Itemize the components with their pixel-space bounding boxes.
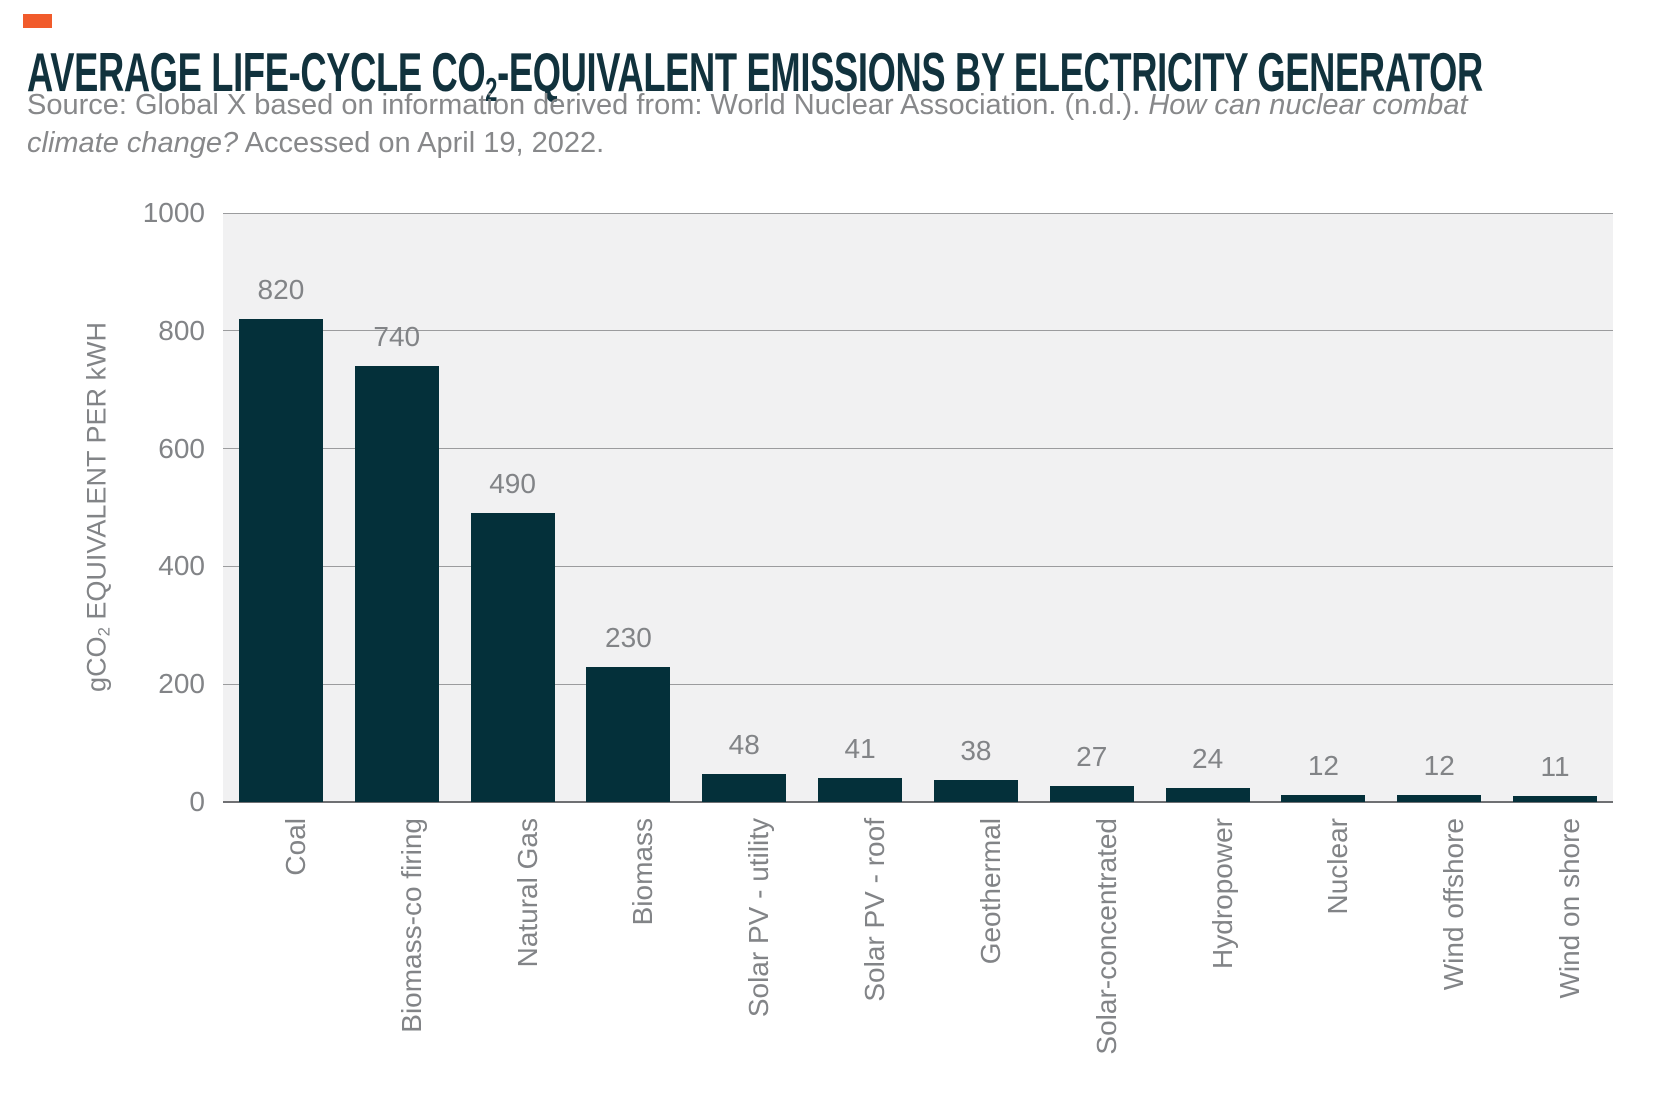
bar bbox=[1397, 794, 1482, 802]
bar-value-label: 38 bbox=[960, 734, 992, 766]
bar bbox=[238, 319, 323, 802]
bar bbox=[1049, 786, 1134, 802]
gridline bbox=[223, 448, 1613, 450]
y-tick-label: 600 bbox=[158, 432, 205, 464]
chart-title: AVERAGE LIFE-CYCLE CO2-EQUIVALENT EMISSI… bbox=[27, 41, 1483, 106]
chart-title-text-end: -EQUIVALENT EMISSIONS BY ELECTRICITY GEN… bbox=[497, 41, 1483, 103]
bar bbox=[586, 666, 671, 802]
source-line1-italic: How can nuclear combat bbox=[1148, 89, 1468, 121]
bar-value-label: 230 bbox=[605, 621, 652, 653]
x-category-label: Coal bbox=[279, 818, 311, 876]
gridline bbox=[223, 565, 1613, 567]
bar-value-label: 27 bbox=[1076, 741, 1108, 773]
plot-area bbox=[223, 213, 1613, 802]
x-category-label: Biomass bbox=[627, 818, 659, 926]
y-axis-title: gCO2 EQUIVALENT PER kWH bbox=[82, 322, 114, 692]
bar bbox=[1281, 794, 1366, 802]
x-category-label: Natural Gas bbox=[511, 818, 543, 968]
bar-value-label: 48 bbox=[728, 728, 760, 760]
bar bbox=[818, 777, 903, 802]
bar-value-label: 490 bbox=[489, 468, 536, 500]
bar-value-label: 41 bbox=[844, 732, 876, 764]
y-tick-label: 1000 bbox=[142, 197, 205, 228]
bar bbox=[470, 513, 555, 802]
chart-title-text: AVERAGE LIFE-CYCLE CO bbox=[27, 41, 486, 103]
y-tick-label: 0 bbox=[189, 786, 205, 817]
bar bbox=[1513, 795, 1598, 802]
bar bbox=[354, 366, 439, 802]
x-category-label: Nuclear bbox=[1322, 818, 1354, 915]
bar-value-label: 740 bbox=[373, 321, 421, 353]
bar-value-label: 24 bbox=[1192, 742, 1224, 774]
x-axis-line bbox=[223, 801, 1613, 803]
y-tick-label: 400 bbox=[158, 550, 205, 582]
y-axis-title-subscript: 2 bbox=[94, 627, 114, 637]
x-category-label: Hydropower bbox=[1206, 818, 1238, 969]
bar-value-label: 11 bbox=[1540, 750, 1570, 782]
x-category-label: Wind offshore bbox=[1438, 818, 1470, 991]
bar bbox=[1165, 787, 1250, 802]
bar-value-label: 820 bbox=[257, 274, 305, 306]
gridline bbox=[223, 330, 1613, 332]
source-line2-italic: climate change? bbox=[27, 127, 239, 159]
x-category-label: Wind on shore bbox=[1554, 818, 1586, 999]
chart-title-subscript: 2 bbox=[485, 70, 498, 108]
x-category-label: Solar PV - roof bbox=[859, 818, 891, 1002]
x-category-label: Solar-concentrated bbox=[1090, 818, 1122, 1055]
brand-dash bbox=[23, 14, 52, 28]
x-category-label: Biomass-co firing bbox=[395, 818, 427, 1033]
source-line1-regular: Source: Global X based on information de… bbox=[27, 89, 1149, 121]
gridline bbox=[223, 212, 1613, 214]
x-category-label: Solar PV - utility bbox=[743, 818, 775, 1018]
bar-value-label: 12 bbox=[1423, 749, 1455, 781]
source-line2-regular: Accessed on April 19, 2022. bbox=[238, 127, 605, 159]
y-tick-label: 800 bbox=[158, 314, 205, 346]
source-note: Source: Global X based on information de… bbox=[27, 86, 1468, 162]
bar bbox=[933, 779, 1018, 802]
bar bbox=[702, 773, 787, 802]
gridline bbox=[223, 683, 1613, 685]
y-tick-label: 200 bbox=[158, 668, 205, 700]
bar-value-label: 12 bbox=[1307, 749, 1339, 781]
x-category-label: Geothermal bbox=[974, 818, 1006, 965]
